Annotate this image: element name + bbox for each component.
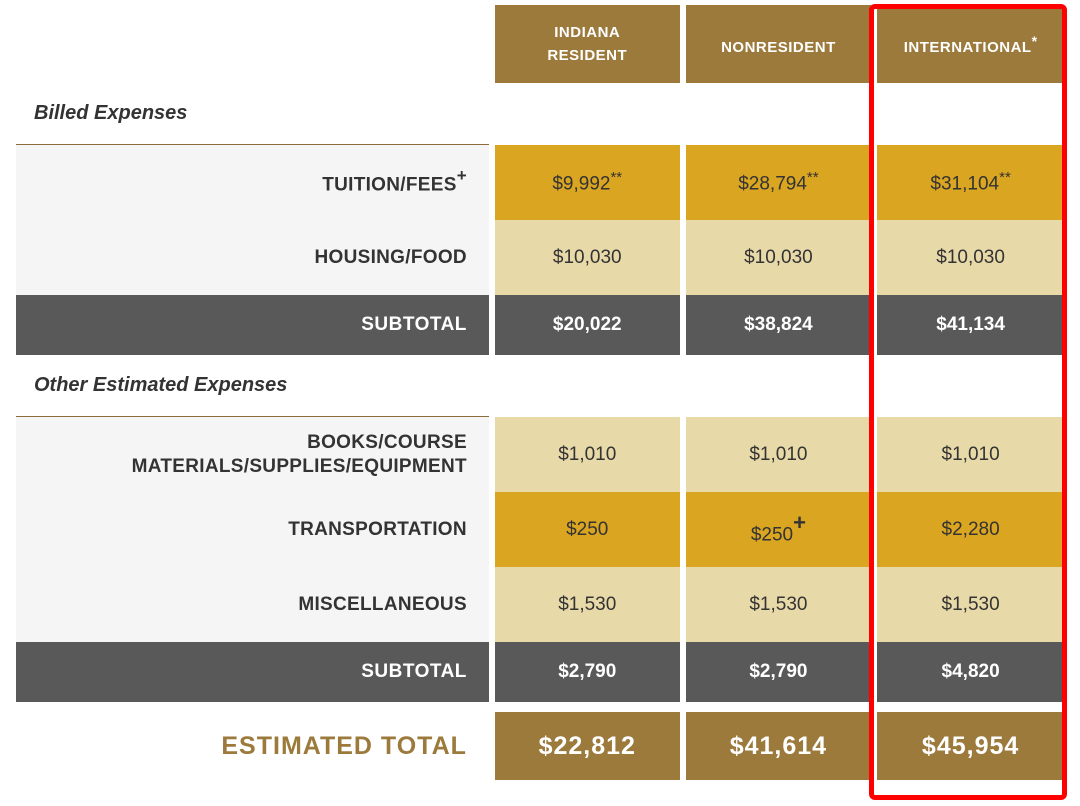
cell: $22,812 [495,712,680,780]
cell: $250 [495,492,680,567]
row-label: TRANSPORTATION [16,492,489,567]
total-row: ESTIMATED TOTAL $22,812 $41,614 $45,954 [16,712,1064,780]
cell: $4,820 [877,642,1064,702]
cost-table: INDIANARESIDENT NONRESIDENT INTERNATIONA… [10,5,1070,780]
total-label: ESTIMATED TOTAL [16,712,489,780]
cell: $1,530 [877,567,1064,642]
cell: $45,954 [877,712,1064,780]
cell: $10,030 [686,220,872,295]
cell: $10,030 [495,220,680,295]
subtotal-row-0: SUBTOTAL $20,022 $38,824 $41,134 [16,295,1064,355]
row-housing: HOUSING/FOOD $10,030 $10,030 $10,030 [16,220,1064,295]
cell: $1,010 [877,417,1064,492]
cell: $10,030 [877,220,1064,295]
cell: $2,280 [877,492,1064,567]
cell: $20,022 [495,295,680,355]
section-billed-header: Billed Expenses [16,83,1064,145]
row-transport: TRANSPORTATION $250 $250+ $2,280 [16,492,1064,567]
row-misc: MISCELLANEOUS $1,530 $1,530 $1,530 [16,567,1064,642]
col-header-nonresident: NONRESIDENT [686,5,872,83]
cell: $1,010 [686,417,872,492]
col-header-resident: INDIANARESIDENT [495,5,680,83]
cell: $2,790 [686,642,872,702]
subtotal-label: SUBTOTAL [16,642,489,702]
cell: $1,530 [495,567,680,642]
row-label: TUITION/FEES+ [16,145,489,220]
row-books: BOOKS/COURSEMATERIALS/SUPPLIES/EQUIPMENT… [16,417,1064,492]
section-title: Other Estimated Expenses [16,355,489,417]
row-label: BOOKS/COURSEMATERIALS/SUPPLIES/EQUIPMENT [16,417,489,492]
cell: $1,530 [686,567,872,642]
cell: $38,824 [686,295,872,355]
row-tuition: TUITION/FEES+ $9,992** $28,794** $31,104… [16,145,1064,220]
cell: $41,134 [877,295,1064,355]
row-label: MISCELLANEOUS [16,567,489,642]
row-label: HOUSING/FOOD [16,220,489,295]
cell: $28,794** [686,145,872,220]
subtotal-row-1: SUBTOTAL $2,790 $2,790 $4,820 [16,642,1064,702]
cell: $9,992** [495,145,680,220]
subtotal-label: SUBTOTAL [16,295,489,355]
cell: $250+ [686,492,872,567]
col-header-international: INTERNATIONAL* [877,5,1064,83]
section-title: Billed Expenses [16,83,489,145]
cell: $31,104** [877,145,1064,220]
section-other-header: Other Estimated Expenses [16,355,1064,417]
header-row: INDIANARESIDENT NONRESIDENT INTERNATIONA… [16,5,1064,83]
cell: $2,790 [495,642,680,702]
cell: $41,614 [686,712,872,780]
cell: $1,010 [495,417,680,492]
